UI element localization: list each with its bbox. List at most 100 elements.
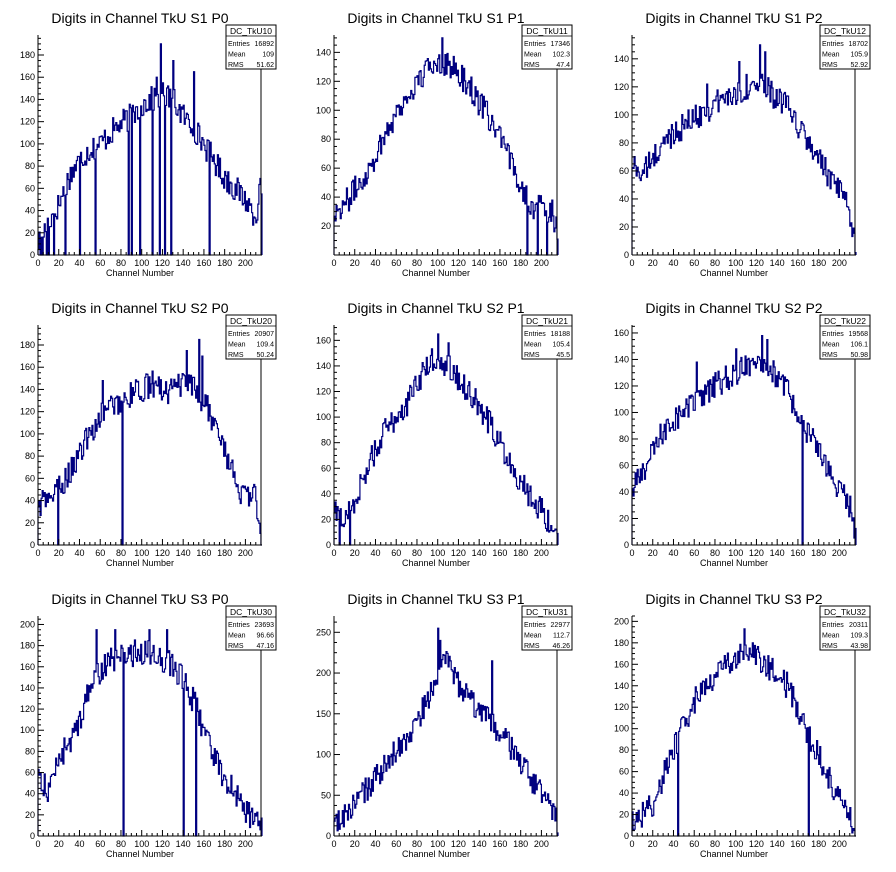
y-tick-label: 160	[20, 72, 35, 82]
chart-title: Digits in Channel TkU S2 P2	[645, 300, 822, 316]
x-tick-label: 160	[492, 258, 507, 268]
stats-value: 47.16	[256, 643, 274, 650]
x-tick-label: 20	[54, 258, 64, 268]
y-tick-label: 40	[619, 487, 629, 497]
y-tick-label: 180	[20, 641, 35, 651]
y-tick-label: 20	[321, 221, 331, 231]
y-tick-label: 60	[619, 166, 629, 176]
x-tick-label: 60	[391, 258, 401, 268]
chart-title: Digits in Channel TkU S1 P1	[347, 10, 524, 26]
y-tick-label: 100	[614, 724, 629, 734]
y-tick-label: 100	[316, 105, 331, 115]
x-tick-label: 40	[668, 258, 678, 268]
stats-box-name: DC_TkU12	[824, 26, 866, 36]
x-tick-label: 60	[689, 548, 699, 558]
chart-title: Digits in Channel TkU S3 P1	[347, 591, 524, 607]
stats-value: 51.62	[256, 62, 274, 69]
y-tick-label: 100	[20, 725, 35, 735]
histogram-panel: Digits in Channel TkU S1 P1 0 20 40 60 80 100 1…	[316, 10, 573, 278]
stats-value: 106.1	[850, 342, 868, 349]
x-tick-label: 140	[176, 548, 191, 558]
y-tick-label: 20	[321, 514, 331, 524]
stats-value: 102.3	[552, 52, 570, 59]
x-tick-label: 200	[534, 258, 549, 268]
x-tick-label: 0	[35, 548, 40, 558]
x-tick-label: 60	[689, 258, 699, 268]
histogram-panel: Digits in Channel TkU S3 P0 0 20 40 60 80 100 1…	[20, 591, 277, 859]
x-tick-label: 180	[217, 258, 232, 268]
x-axis-label: Channel Number	[402, 849, 470, 859]
stats-label: Entries	[228, 41, 250, 48]
y-tick-label: 140	[20, 683, 35, 693]
stats-value: 52.92	[850, 62, 868, 69]
x-tick-label: 180	[811, 839, 826, 849]
stats-box	[819, 605, 871, 651]
y-tick-label: 140	[20, 94, 35, 104]
stats-value: 46.26	[552, 643, 570, 650]
stats-label: Entries	[822, 331, 844, 338]
x-tick-label: 200	[534, 839, 549, 849]
x-tick-label: 200	[238, 839, 253, 849]
y-tick-label: 140	[20, 384, 35, 394]
x-tick-label: 180	[217, 839, 232, 849]
stats-box-name: DC_TkU21	[526, 316, 568, 326]
y-tick-label: 120	[20, 117, 35, 127]
x-tick-label: 80	[116, 258, 126, 268]
y-tick-label: 0	[624, 540, 629, 550]
stats-value: 20907	[255, 331, 275, 338]
x-tick-label: 160	[196, 839, 211, 849]
x-tick-label: 0	[629, 548, 634, 558]
y-tick-label: 160	[316, 335, 331, 345]
y-tick-label: 40	[25, 496, 35, 506]
y-tick-label: 80	[619, 138, 629, 148]
y-tick-label: 150	[316, 709, 331, 719]
stats-label: Entries	[822, 41, 844, 48]
stats-label: RMS	[524, 352, 540, 359]
x-tick-label: 40	[370, 548, 380, 558]
x-tick-label: 20	[350, 258, 360, 268]
stats-value: 17346	[551, 41, 571, 48]
chart-title: Digits in Channel TkU S3 P2	[645, 591, 822, 607]
stats-label: Entries	[822, 622, 844, 629]
stats-value: 22977	[551, 622, 571, 629]
x-axis-label: Channel Number	[402, 558, 470, 568]
x-tick-label: 140	[770, 258, 785, 268]
y-tick-label: 250	[316, 627, 331, 637]
y-tick-label: 60	[25, 473, 35, 483]
x-tick-label: 180	[513, 548, 528, 558]
histogram-panel: Digits in Channel TkU S3 P2 0 20 40 60 80 100 1…	[614, 591, 871, 859]
stats-box-name: DC_TkU32	[824, 607, 866, 617]
y-tick-label: 80	[321, 438, 331, 448]
y-tick-label: 60	[321, 163, 331, 173]
stats-value: 19568	[849, 331, 869, 338]
x-tick-label: 120	[451, 839, 466, 849]
stats-value: 20311	[849, 622, 868, 629]
histogram-line	[37, 629, 263, 837]
x-axis-label: Channel Number	[700, 268, 768, 278]
x-tick-label: 20	[350, 548, 360, 558]
x-tick-label: 180	[811, 548, 826, 558]
x-tick-label: 80	[116, 548, 126, 558]
stats-value: 47.4	[556, 62, 570, 69]
stats-label: Entries	[524, 41, 546, 48]
x-tick-label: 120	[451, 258, 466, 268]
x-tick-label: 180	[513, 258, 528, 268]
stats-label: Mean	[228, 342, 246, 349]
histogram-line	[631, 628, 856, 837]
x-tick-label: 100	[728, 839, 743, 849]
y-tick-label: 160	[20, 362, 35, 372]
x-tick-label: 120	[451, 548, 466, 558]
stats-box	[225, 24, 277, 70]
x-tick-label: 140	[472, 548, 487, 558]
y-tick-label: 80	[619, 745, 629, 755]
histogram-line	[333, 37, 559, 256]
y-tick-label: 140	[316, 47, 331, 57]
stats-label: Entries	[228, 331, 250, 338]
stats-box	[521, 605, 573, 651]
x-tick-label: 160	[790, 548, 805, 558]
stats-label: Mean	[822, 342, 840, 349]
x-tick-label: 120	[155, 258, 170, 268]
x-tick-label: 200	[238, 548, 253, 558]
x-tick-label: 100	[134, 548, 149, 558]
x-axis-label: Channel Number	[700, 558, 768, 568]
